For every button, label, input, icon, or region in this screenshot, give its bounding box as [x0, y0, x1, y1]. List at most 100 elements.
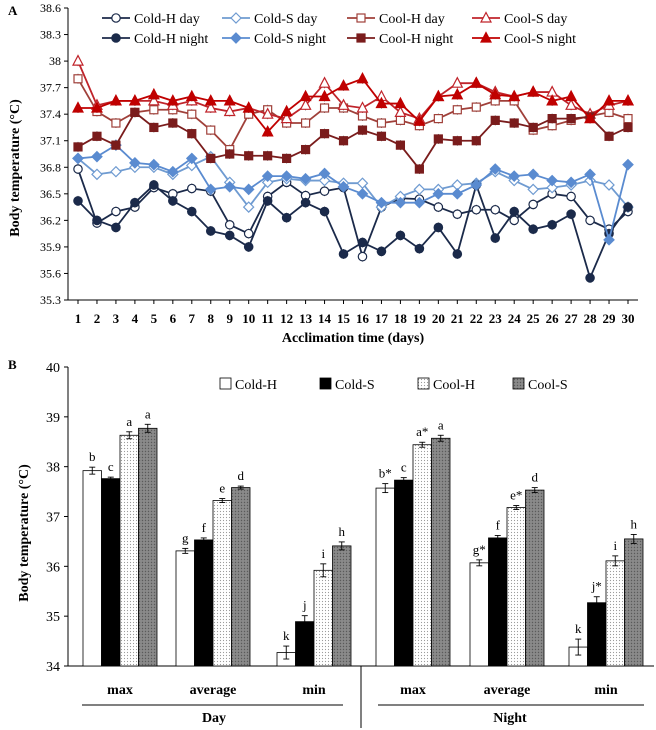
legend-label-cold-s: Cold-S — [335, 378, 375, 393]
point-cold-h-night — [224, 230, 235, 241]
point-cold-h-night — [338, 249, 349, 259]
bar-cool-h — [212, 500, 232, 667]
point-cool-s-night — [470, 76, 483, 88]
point-cool-s-night — [546, 94, 559, 106]
point-cool-s-night — [337, 79, 350, 91]
series-line-cool-s-night — [78, 77, 628, 134]
panel-a-x-tick-label: 20 — [432, 311, 445, 326]
significance-letter: g — [182, 530, 189, 545]
panel-a-label: A — [8, 3, 18, 18]
point-cold-s-night — [394, 196, 407, 209]
point-cool-s-day — [394, 105, 407, 118]
panel-a-series — [72, 54, 634, 283]
point-cool-s-night — [394, 96, 407, 109]
significance-letter: e — [219, 481, 225, 496]
point-cool-h-day — [187, 109, 197, 119]
panel-a-x-tick-label: 9 — [226, 311, 233, 326]
point-cold-h-night — [433, 222, 444, 233]
legend-label-cool-s-night: Cool-S night — [504, 32, 576, 47]
bar-cold-s — [295, 621, 315, 667]
significance-letter: c — [401, 460, 407, 475]
point-cold-h-day — [566, 191, 576, 202]
point-cold-h-day — [509, 215, 520, 226]
point-cool-s-night — [432, 89, 445, 102]
legend-marker-cool-h-day — [356, 13, 366, 23]
point-cold-h-night — [566, 209, 576, 219]
significance-letter: j* — [591, 579, 602, 594]
panel-a-y-tick-label: 35.6 — [40, 266, 61, 280]
point-cool-h-night — [149, 122, 159, 133]
panel-a-y-tick-label: 36.5 — [40, 187, 61, 201]
point-cold-s-night — [129, 156, 141, 169]
point-cold-s-night — [242, 183, 255, 196]
point-cool-h-day — [395, 115, 406, 125]
point-cold-h-night — [395, 230, 406, 241]
point-cold-h-day — [186, 183, 197, 194]
category-label-average: average — [190, 683, 237, 698]
significance-letter: f — [202, 520, 207, 535]
group-label-day: Day — [202, 711, 226, 726]
point-cool-h-night — [168, 118, 178, 128]
significance-letter: d — [238, 468, 245, 483]
point-cold-s-night — [546, 174, 558, 187]
panel-a-x-tick-label: 30 — [622, 311, 635, 326]
panel-a-legend: Cold-H day Cold-S day Cool-H day Cool-S day… — [102, 11, 576, 47]
panel-a-x-tick-label: 15 — [337, 311, 351, 326]
category-label-min: min — [302, 683, 326, 698]
point-cold-s-night — [91, 150, 103, 163]
point-cool-s-night — [261, 125, 274, 137]
panel-a-x-tick-label: 18 — [394, 311, 408, 326]
point-cool-s-day — [565, 98, 578, 110]
point-cold-h-day — [357, 251, 368, 262]
series-line-cold-h-night — [77, 181, 629, 281]
point-cool-s-night — [223, 94, 236, 106]
series-line-cold-s-day — [77, 155, 629, 209]
legend-marker-cold-h-day — [111, 13, 121, 23]
panel-b-label: B — [8, 357, 17, 372]
point-cool-s-night — [565, 89, 578, 102]
panel-a-x-tick-label: 27 — [565, 311, 579, 326]
point-cool-h-day — [149, 105, 159, 115]
point-cool-h-night — [206, 153, 216, 164]
point-cold-h-night — [243, 242, 254, 252]
panel-a-x-tick-label: 4 — [132, 311, 139, 326]
legend-swatch-cold-s — [319, 377, 332, 390]
point-cold-s-day — [110, 165, 122, 178]
point-cool-h-night — [395, 140, 406, 150]
point-cold-h-day — [490, 204, 501, 215]
bar-cool-h — [412, 444, 432, 667]
panel-a-x-tick-label: 17 — [375, 311, 389, 326]
bar-cold-h — [175, 550, 195, 667]
panel-a-x-tick-label: 19 — [413, 311, 427, 326]
point-cool-h-night — [225, 149, 235, 159]
point-cold-h-night — [149, 180, 159, 190]
significance-letter: c — [108, 459, 114, 474]
point-cool-s-night — [242, 101, 255, 113]
category-label-max: max — [400, 683, 426, 698]
panel-a-x-tick-label: 3 — [113, 311, 120, 326]
point-cold-s-night — [166, 165, 179, 178]
point-cold-h-day — [528, 199, 538, 210]
legend-marker-cold-s-day — [230, 12, 242, 24]
panel-a-y-tick-label: 37.1 — [40, 134, 61, 148]
legend-label-cold-h-day: Cold-H day — [134, 12, 200, 27]
legend-swatch-cool-s — [512, 377, 525, 390]
panel-a-x-tick-label: 6 — [170, 311, 177, 326]
panel-b-y-tick-label: 35 — [46, 610, 60, 625]
bar-cold-h — [82, 470, 102, 667]
point-cool-h-night — [623, 122, 633, 133]
point-cool-s-night — [109, 94, 122, 106]
bar-cold-s — [194, 539, 214, 667]
point-cool-s-night — [413, 114, 426, 126]
point-cool-h-night — [433, 134, 443, 144]
point-cold-h-night — [92, 215, 102, 226]
point-cold-s-day — [242, 201, 255, 213]
bar-cold-h — [469, 562, 489, 667]
point-cool-h-night — [187, 129, 197, 139]
legend-marker-cold-s-night — [230, 32, 242, 44]
significance-letter: j — [302, 598, 307, 613]
point-cool-s-night — [147, 87, 160, 100]
point-cool-s-night — [128, 94, 141, 106]
